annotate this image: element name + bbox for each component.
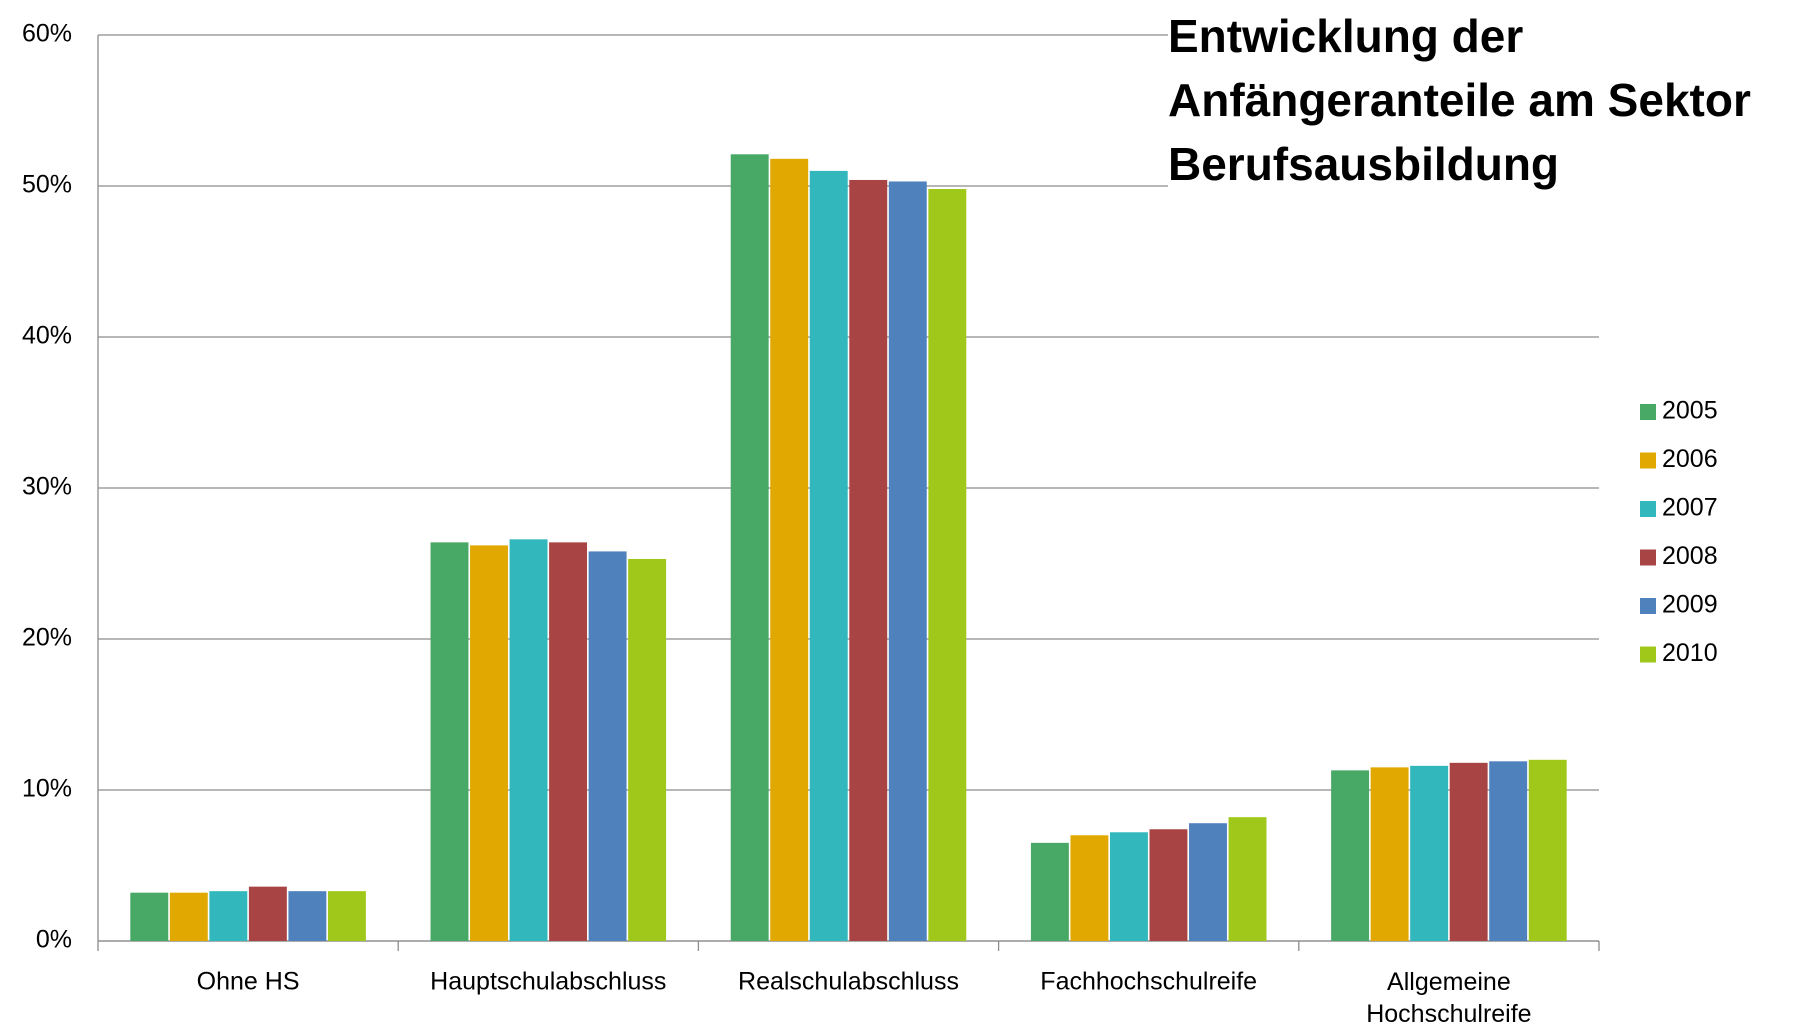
bar bbox=[588, 551, 627, 941]
x-tick-label: Realschulabschluss bbox=[738, 968, 959, 996]
legend-label: 2006 bbox=[1662, 445, 1718, 473]
bar bbox=[549, 542, 588, 941]
x-tick-label: Allgemeine Hochschulreife bbox=[1366, 968, 1531, 1028]
legend-swatch bbox=[1640, 598, 1656, 614]
legend-label: 2009 bbox=[1662, 591, 1718, 619]
legend-swatch bbox=[1640, 501, 1656, 517]
bar bbox=[888, 181, 927, 942]
bar bbox=[470, 545, 508, 941]
y-tick-label: 50% bbox=[22, 171, 72, 199]
legend-label: 2007 bbox=[1662, 494, 1718, 522]
bar bbox=[1331, 770, 1370, 941]
legend-label: 2010 bbox=[1662, 639, 1718, 667]
bar bbox=[1370, 767, 1409, 941]
x-tick-label: Hauptschulabschluss bbox=[430, 968, 666, 996]
bar bbox=[628, 558, 667, 941]
bar bbox=[288, 891, 327, 941]
bar bbox=[1030, 842, 1069, 941]
y-tick-label: 60% bbox=[22, 20, 72, 48]
bar bbox=[1189, 823, 1227, 941]
legend-label: 2008 bbox=[1662, 542, 1718, 570]
bar bbox=[928, 189, 967, 941]
bar bbox=[1410, 765, 1449, 941]
bar bbox=[169, 892, 208, 941]
bar bbox=[248, 886, 287, 941]
legend-swatch bbox=[1640, 549, 1656, 566]
legend-swatch bbox=[1640, 404, 1656, 420]
y-tick-label: 10% bbox=[22, 775, 72, 803]
chart-title: Entwicklung der Anfängeranteile am Sekto… bbox=[1168, 4, 1808, 196]
bar bbox=[1489, 761, 1528, 941]
x-tick-label: Fachhochschulreife bbox=[1040, 968, 1257, 996]
bar bbox=[1109, 832, 1148, 941]
bar bbox=[1228, 817, 1267, 941]
bar bbox=[327, 891, 366, 941]
bar bbox=[130, 892, 169, 941]
bar bbox=[1149, 829, 1188, 941]
y-tick-label: 40% bbox=[22, 322, 72, 350]
bar bbox=[1528, 759, 1567, 941]
legend-swatch bbox=[1640, 646, 1656, 663]
bar bbox=[430, 542, 469, 941]
bar bbox=[509, 539, 548, 941]
x-tick-label: Ohne HS bbox=[197, 968, 300, 996]
legend-label: 2005 bbox=[1662, 397, 1718, 425]
y-tick-label: 30% bbox=[22, 473, 72, 501]
bar bbox=[849, 179, 888, 941]
bar bbox=[770, 158, 809, 941]
bar bbox=[1449, 762, 1488, 941]
y-tick-label: 0% bbox=[36, 926, 72, 954]
bar bbox=[209, 891, 248, 941]
y-tick-label: 20% bbox=[22, 624, 72, 652]
bar bbox=[730, 154, 769, 942]
legend-swatch bbox=[1640, 452, 1656, 469]
bar bbox=[809, 170, 848, 941]
bar bbox=[1070, 835, 1109, 941]
